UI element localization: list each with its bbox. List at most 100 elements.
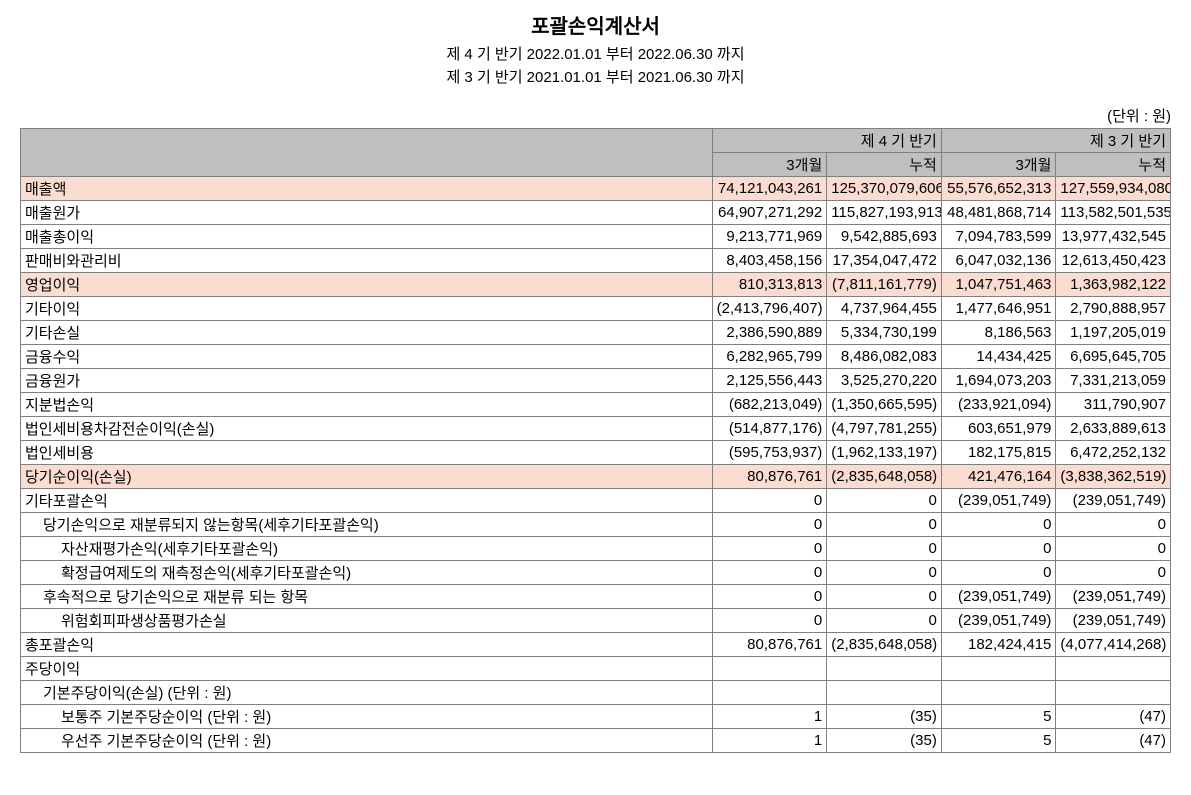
cell-value: 6,695,645,705 — [1056, 345, 1171, 369]
cell-value: 80,876,761 — [712, 465, 827, 489]
table-row: 매출총이익9,213,771,9699,542,885,6937,094,783… — [21, 225, 1171, 249]
cell-value: 0 — [1056, 537, 1171, 561]
cell-value: 8,403,458,156 — [712, 249, 827, 273]
cell-value: (239,051,749) — [941, 489, 1056, 513]
cell-value: (7,811,161,779) — [827, 273, 942, 297]
cell-value: 603,651,979 — [941, 417, 1056, 441]
subtitle-period4: 제 4 기 반기 2022.01.01 부터 2022.06.30 까지 — [20, 43, 1171, 64]
table-row: 위험회피파생상품평가손실00(239,051,749)(239,051,749) — [21, 609, 1171, 633]
cell-value: 182,424,415 — [941, 633, 1056, 657]
row-label: 후속적으로 당기손익으로 재분류 되는 항목 — [21, 585, 713, 609]
cell-value: 0 — [827, 489, 942, 513]
table-row: 보통주 기본주당순이익 (단위 : 원)1(35)5(47) — [21, 705, 1171, 729]
cell-value: 0 — [941, 561, 1056, 585]
table-row: 판매비와관리비8,403,458,15617,354,047,4726,047,… — [21, 249, 1171, 273]
cell-value: (2,413,796,407) — [712, 297, 827, 321]
row-label: 총포괄손익 — [21, 633, 713, 657]
cell-value: 0 — [712, 561, 827, 585]
cell-value: 182,175,815 — [941, 441, 1056, 465]
cell-value — [827, 657, 942, 681]
table-row: 당기손익으로 재분류되지 않는항목(세후기타포괄손익)0000 — [21, 513, 1171, 537]
cell-value: 0 — [827, 513, 942, 537]
row-label: 자산재평가손익(세후기타포괄손익) — [21, 537, 713, 561]
row-label: 매출액 — [21, 177, 713, 201]
row-label: 당기손익으로 재분류되지 않는항목(세후기타포괄손익) — [21, 513, 713, 537]
table-row: 매출원가64,907,271,292115,827,193,91348,481,… — [21, 201, 1171, 225]
cell-value — [1056, 657, 1171, 681]
cell-value: 0 — [827, 585, 942, 609]
row-label: 법인세비용차감전순이익(손실) — [21, 417, 713, 441]
cell-value: (35) — [827, 705, 942, 729]
header-p3-3m: 3개월 — [941, 153, 1056, 177]
table-row: 영업이익810,313,813(7,811,161,779)1,047,751,… — [21, 273, 1171, 297]
cell-value: 1 — [712, 729, 827, 753]
cell-value: 0 — [827, 561, 942, 585]
cell-value: 4,737,964,455 — [827, 297, 942, 321]
row-label: 확정급여제도의 재측정손익(세후기타포괄손익) — [21, 561, 713, 585]
cell-value: 48,481,868,714 — [941, 201, 1056, 225]
cell-value: 1 — [712, 705, 827, 729]
cell-value: 0 — [712, 537, 827, 561]
cell-value: 1,477,646,951 — [941, 297, 1056, 321]
cell-value: 2,125,556,443 — [712, 369, 827, 393]
cell-value: 6,472,252,132 — [1056, 441, 1171, 465]
cell-value — [941, 681, 1056, 705]
header-p3-cum: 누적 — [1056, 153, 1171, 177]
cell-value: 13,977,432,545 — [1056, 225, 1171, 249]
cell-value: (239,051,749) — [941, 609, 1056, 633]
table-row: 법인세비용차감전순이익(손실)(514,877,176)(4,797,781,2… — [21, 417, 1171, 441]
subtitle-period3: 제 3 기 반기 2021.01.01 부터 2021.06.30 까지 — [20, 66, 1171, 87]
cell-value: 7,094,783,599 — [941, 225, 1056, 249]
cell-value: 3,525,270,220 — [827, 369, 942, 393]
cell-value: 2,386,590,889 — [712, 321, 827, 345]
cell-value: 1,694,073,203 — [941, 369, 1056, 393]
cell-value: 14,434,425 — [941, 345, 1056, 369]
cell-value: (682,213,049) — [712, 393, 827, 417]
cell-value: (4,077,414,268) — [1056, 633, 1171, 657]
cell-value: 9,542,885,693 — [827, 225, 942, 249]
header-period4: 제 4 기 반기 — [712, 129, 941, 153]
row-label: 금융원가 — [21, 369, 713, 393]
cell-value: 1,197,205,019 — [1056, 321, 1171, 345]
cell-value: (239,051,749) — [941, 585, 1056, 609]
cell-value: 0 — [827, 537, 942, 561]
row-label: 기타이익 — [21, 297, 713, 321]
cell-value: 5 — [941, 729, 1056, 753]
income-statement-table: 제 4 기 반기 제 3 기 반기 3개월 누적 3개월 누적 매출액74,12… — [20, 128, 1171, 753]
header-p4-cum: 누적 — [827, 153, 942, 177]
row-label: 기본주당이익(손실) (단위 : 원) — [21, 681, 713, 705]
cell-value: (2,835,648,058) — [827, 465, 942, 489]
cell-value: 74,121,043,261 — [712, 177, 827, 201]
cell-value: 12,613,450,423 — [1056, 249, 1171, 273]
row-label: 판매비와관리비 — [21, 249, 713, 273]
table-row: 자산재평가손익(세후기타포괄손익)0000 — [21, 537, 1171, 561]
table-row: 기타손실2,386,590,8895,334,730,1998,186,5631… — [21, 321, 1171, 345]
table-row: 금융수익6,282,965,7998,486,082,08314,434,425… — [21, 345, 1171, 369]
header-period3: 제 3 기 반기 — [941, 129, 1170, 153]
table-row: 기타이익(2,413,796,407)4,737,964,4551,477,64… — [21, 297, 1171, 321]
row-label: 주당이익 — [21, 657, 713, 681]
row-label: 당기순이익(손실) — [21, 465, 713, 489]
cell-value: 421,476,164 — [941, 465, 1056, 489]
cell-value: 80,876,761 — [712, 633, 827, 657]
cell-value: (47) — [1056, 705, 1171, 729]
cell-value: 0 — [827, 609, 942, 633]
row-label: 금융수익 — [21, 345, 713, 369]
table-row: 매출액74,121,043,261125,370,079,60655,576,6… — [21, 177, 1171, 201]
cell-value: 311,790,907 — [1056, 393, 1171, 417]
table-row: 법인세비용(595,753,937)(1,962,133,197)182,175… — [21, 441, 1171, 465]
cell-value: (233,921,094) — [941, 393, 1056, 417]
cell-value: 17,354,047,472 — [827, 249, 942, 273]
cell-value: 8,486,082,083 — [827, 345, 942, 369]
cell-value: 8,186,563 — [941, 321, 1056, 345]
cell-value: 115,827,193,913 — [827, 201, 942, 225]
cell-value — [1056, 681, 1171, 705]
row-label: 영업이익 — [21, 273, 713, 297]
row-label: 기타포괄손익 — [21, 489, 713, 513]
cell-value: 127,559,934,080 — [1056, 177, 1171, 201]
table-row: 금융원가2,125,556,4433,525,270,2201,694,073,… — [21, 369, 1171, 393]
cell-value: (3,838,362,519) — [1056, 465, 1171, 489]
cell-value: 64,907,271,292 — [712, 201, 827, 225]
cell-value: 113,582,501,535 — [1056, 201, 1171, 225]
cell-value: 2,633,889,613 — [1056, 417, 1171, 441]
